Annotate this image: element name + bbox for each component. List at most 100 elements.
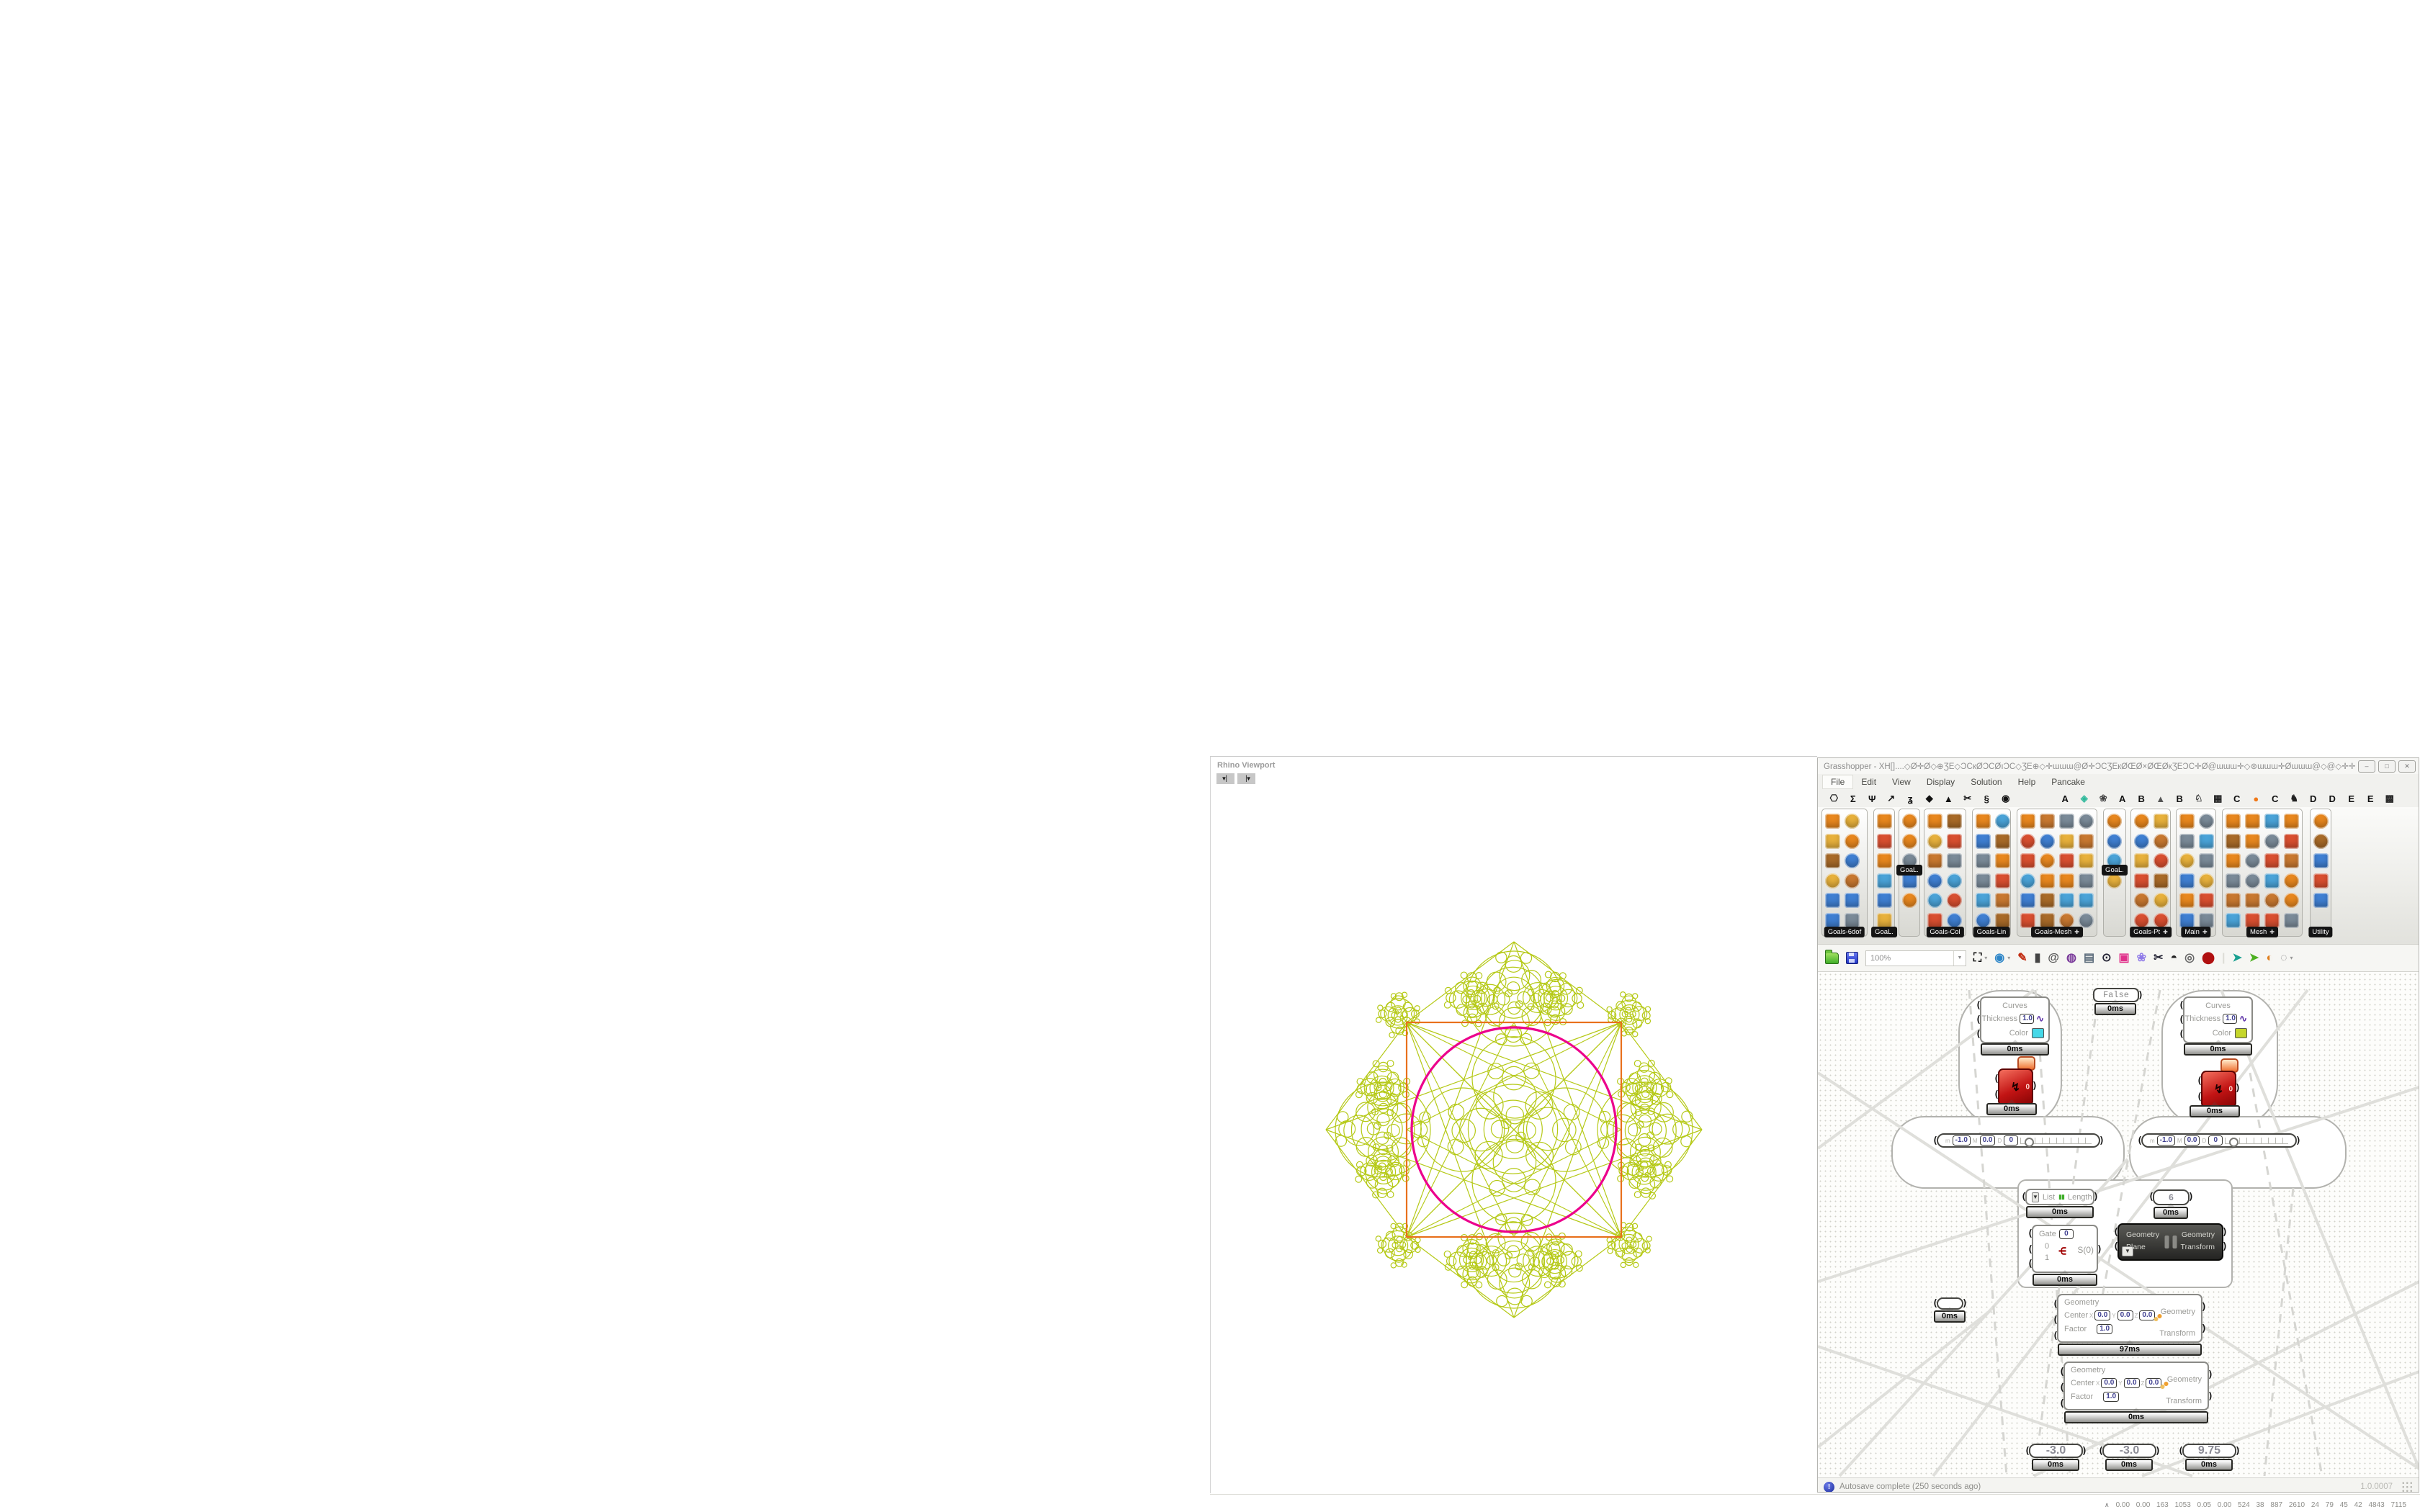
viewport-dock-button-2[interactable]: ▕▼ <box>1237 773 1255 784</box>
node-socket[interactable]: ( <box>2179 1029 2184 1040</box>
component-icon[interactable] <box>1877 912 1892 928</box>
toolbar-dropdown-icon[interactable]: ▾ <box>1984 955 1988 961</box>
palette-tab-1[interactable]: GoaL. <box>1871 927 1897 937</box>
palette-tab-expand-icon[interactable]: ✚ <box>2269 929 2275 935</box>
component-icon[interactable] <box>2059 833 2074 849</box>
component-icon[interactable] <box>2284 912 2299 928</box>
toolbar-icon-13[interactable]: ⬤ <box>2202 951 2215 964</box>
component-icon[interactable] <box>1825 893 1840 908</box>
node-socket[interactable]: ( <box>1976 1029 1981 1040</box>
node-socket[interactable]: ) <box>2155 1446 2161 1457</box>
component-icon[interactable] <box>2059 912 2074 928</box>
component-icon[interactable] <box>2179 833 2195 849</box>
component-icon[interactable] <box>1877 833 1892 849</box>
component-icon[interactable] <box>2059 873 2074 888</box>
node-socket[interactable]: ( <box>2053 1331 2058 1341</box>
tab-icon-17[interactable]: ♘ <box>2194 793 2203 804</box>
component-icon[interactable] <box>2040 814 2055 829</box>
tab-icon-25[interactable]: E <box>2348 793 2355 804</box>
component-icon[interactable] <box>2020 893 2035 908</box>
component-icon[interactable] <box>2226 853 2241 868</box>
tab-icon-8[interactable]: § <box>1984 793 1989 804</box>
component-icon[interactable] <box>1976 912 1991 928</box>
palette-tab-expand-icon[interactable]: ✚ <box>2163 929 2168 935</box>
node-socket[interactable]: ) <box>2235 1083 2241 1094</box>
palette-tab-10[interactable]: Utility <box>2308 927 2333 937</box>
component-icon[interactable] <box>2284 833 2299 849</box>
component-icon[interactable] <box>2226 814 2241 829</box>
toolbar-dropdown-icon[interactable]: ▾ <box>2290 955 2293 961</box>
component-icon[interactable] <box>2245 833 2260 849</box>
component-icon[interactable] <box>1947 873 1962 888</box>
component-icon[interactable] <box>1845 814 1860 829</box>
node-socket[interactable]: ( <box>2021 1192 2027 1202</box>
node-socket[interactable]: ) <box>2093 1192 2099 1202</box>
node-socket[interactable]: ( <box>2098 1446 2104 1457</box>
component-icon[interactable] <box>2040 873 2055 888</box>
component-icon[interactable] <box>1902 833 1917 849</box>
tab-icon-5[interactable]: ◆ <box>1925 793 1933 804</box>
component-icon[interactable] <box>2313 893 2329 908</box>
menu-pancake[interactable]: Pancake <box>2051 777 2085 787</box>
component-icon[interactable] <box>2154 873 2169 888</box>
component-icon[interactable] <box>1845 912 1860 928</box>
toolbar-icon-9[interactable]: ❀ <box>2136 951 2147 964</box>
toolbar-dropdown-icon[interactable]: ▾ <box>2007 955 2011 961</box>
tab-icon-12[interactable]: ❀ <box>2099 793 2107 804</box>
slider-max[interactable]: 0.0 <box>2184 1135 2200 1146</box>
node-socket[interactable]: ( <box>1932 1298 1938 1309</box>
node-socket[interactable]: ) <box>2097 1244 2102 1255</box>
node-socket[interactable]: ( <box>2053 1299 2058 1310</box>
thickness-value[interactable]: 1.0 <box>2223 1014 2238 1025</box>
component-icon[interactable] <box>2134 833 2149 849</box>
component-icon[interactable] <box>1976 833 1991 849</box>
toolbar-icon-5[interactable]: ◍ <box>2066 951 2076 964</box>
node-socket[interactable]: ( <box>2025 1446 2030 1457</box>
component-icon[interactable] <box>1902 893 1917 908</box>
component-icon[interactable] <box>2154 853 2169 868</box>
scale-component[interactable]: Geometry Center X 0.0 Y 0.0 Z 0.0 ● Factor 1.0 Geom… <box>2059 1362 2213 1410</box>
maximize-button[interactable]: □ <box>2378 760 2396 773</box>
component-icon[interactable] <box>2264 814 2280 829</box>
palette-tab-5[interactable]: Goals-Mesh ✚ <box>2031 927 2083 937</box>
gh-canvas[interactable]: Curves Thickness 1.0 ∿ Color(((0ms ↯ 0(() 0ms Cu… <box>1818 972 2419 1477</box>
toolbar-icon-3[interactable]: ▮ <box>2034 951 2041 964</box>
node-socket[interactable]: ( <box>2027 1228 2033 1239</box>
toolbar-icon-14[interactable]: | <box>2222 951 2226 964</box>
component-icon[interactable] <box>1825 873 1840 888</box>
factor-value[interactable]: 1.0 <box>2097 1324 2113 1334</box>
component-icon[interactable] <box>2107 853 2122 868</box>
node-socket[interactable]: ) <box>2032 1081 2038 1092</box>
scale-component[interactable]: Geometry Center X 0.0 Y 0.0 Z 0.0 ● Factor 1.0 Geom… <box>2053 1294 2207 1343</box>
component-icon[interactable] <box>2040 893 2055 908</box>
toolbar-icon-6[interactable]: ▤ <box>2084 951 2095 964</box>
node-socket[interactable]: ) <box>2235 1446 2241 1457</box>
stats-chevron-icon[interactable]: ∧ <box>2104 1500 2110 1508</box>
tab-icon-0[interactable]: ⎔ <box>1829 793 1838 804</box>
slider-min[interactable]: -1.0 <box>2156 1135 2175 1146</box>
flatten-icon[interactable]: ▼ <box>2032 1192 2039 1202</box>
component-icon[interactable] <box>2264 833 2280 849</box>
component-icon[interactable] <box>2154 912 2169 928</box>
component-icon[interactable] <box>2020 814 2035 829</box>
toolbar-icon-1[interactable]: ◉ <box>1994 951 2005 964</box>
tab-icon-14[interactable]: B <box>2138 793 2145 804</box>
component-icon[interactable] <box>1902 873 1917 888</box>
number-slider[interactable]: m -1.0 M 0.0 D 0 () <box>2137 1133 2301 1148</box>
palette-tab-8[interactable]: Main ✚ <box>2181 927 2211 937</box>
menu-edit[interactable]: Edit <box>1861 777 1877 787</box>
thickness-value[interactable]: 1.0 <box>2020 1014 2035 1025</box>
center-Z[interactable]: 0.0 <box>2146 1378 2162 1388</box>
component-icon[interactable] <box>2226 912 2241 928</box>
node-socket[interactable]: ( <box>1994 1074 1999 1084</box>
tab-icon-24[interactable]: D <box>2329 793 2336 804</box>
component-icon[interactable] <box>2059 814 2074 829</box>
toolbar-icon-0[interactable]: ⛶ <box>1973 951 1982 964</box>
component-icon[interactable] <box>2134 814 2149 829</box>
component-icon[interactable] <box>2199 833 2214 849</box>
gh-titlebar[interactable]: Grasshopper - XH[]....◇Ø✛Ø◇⊕ƷE◇ƆCкØƆCØıƆ… <box>1818 758 2419 774</box>
component-icon[interactable] <box>1877 873 1892 888</box>
component-icon[interactable] <box>1825 814 1840 829</box>
palette-tab-9[interactable]: Mesh ✚ <box>2246 927 2278 937</box>
component-icon[interactable] <box>2134 912 2149 928</box>
